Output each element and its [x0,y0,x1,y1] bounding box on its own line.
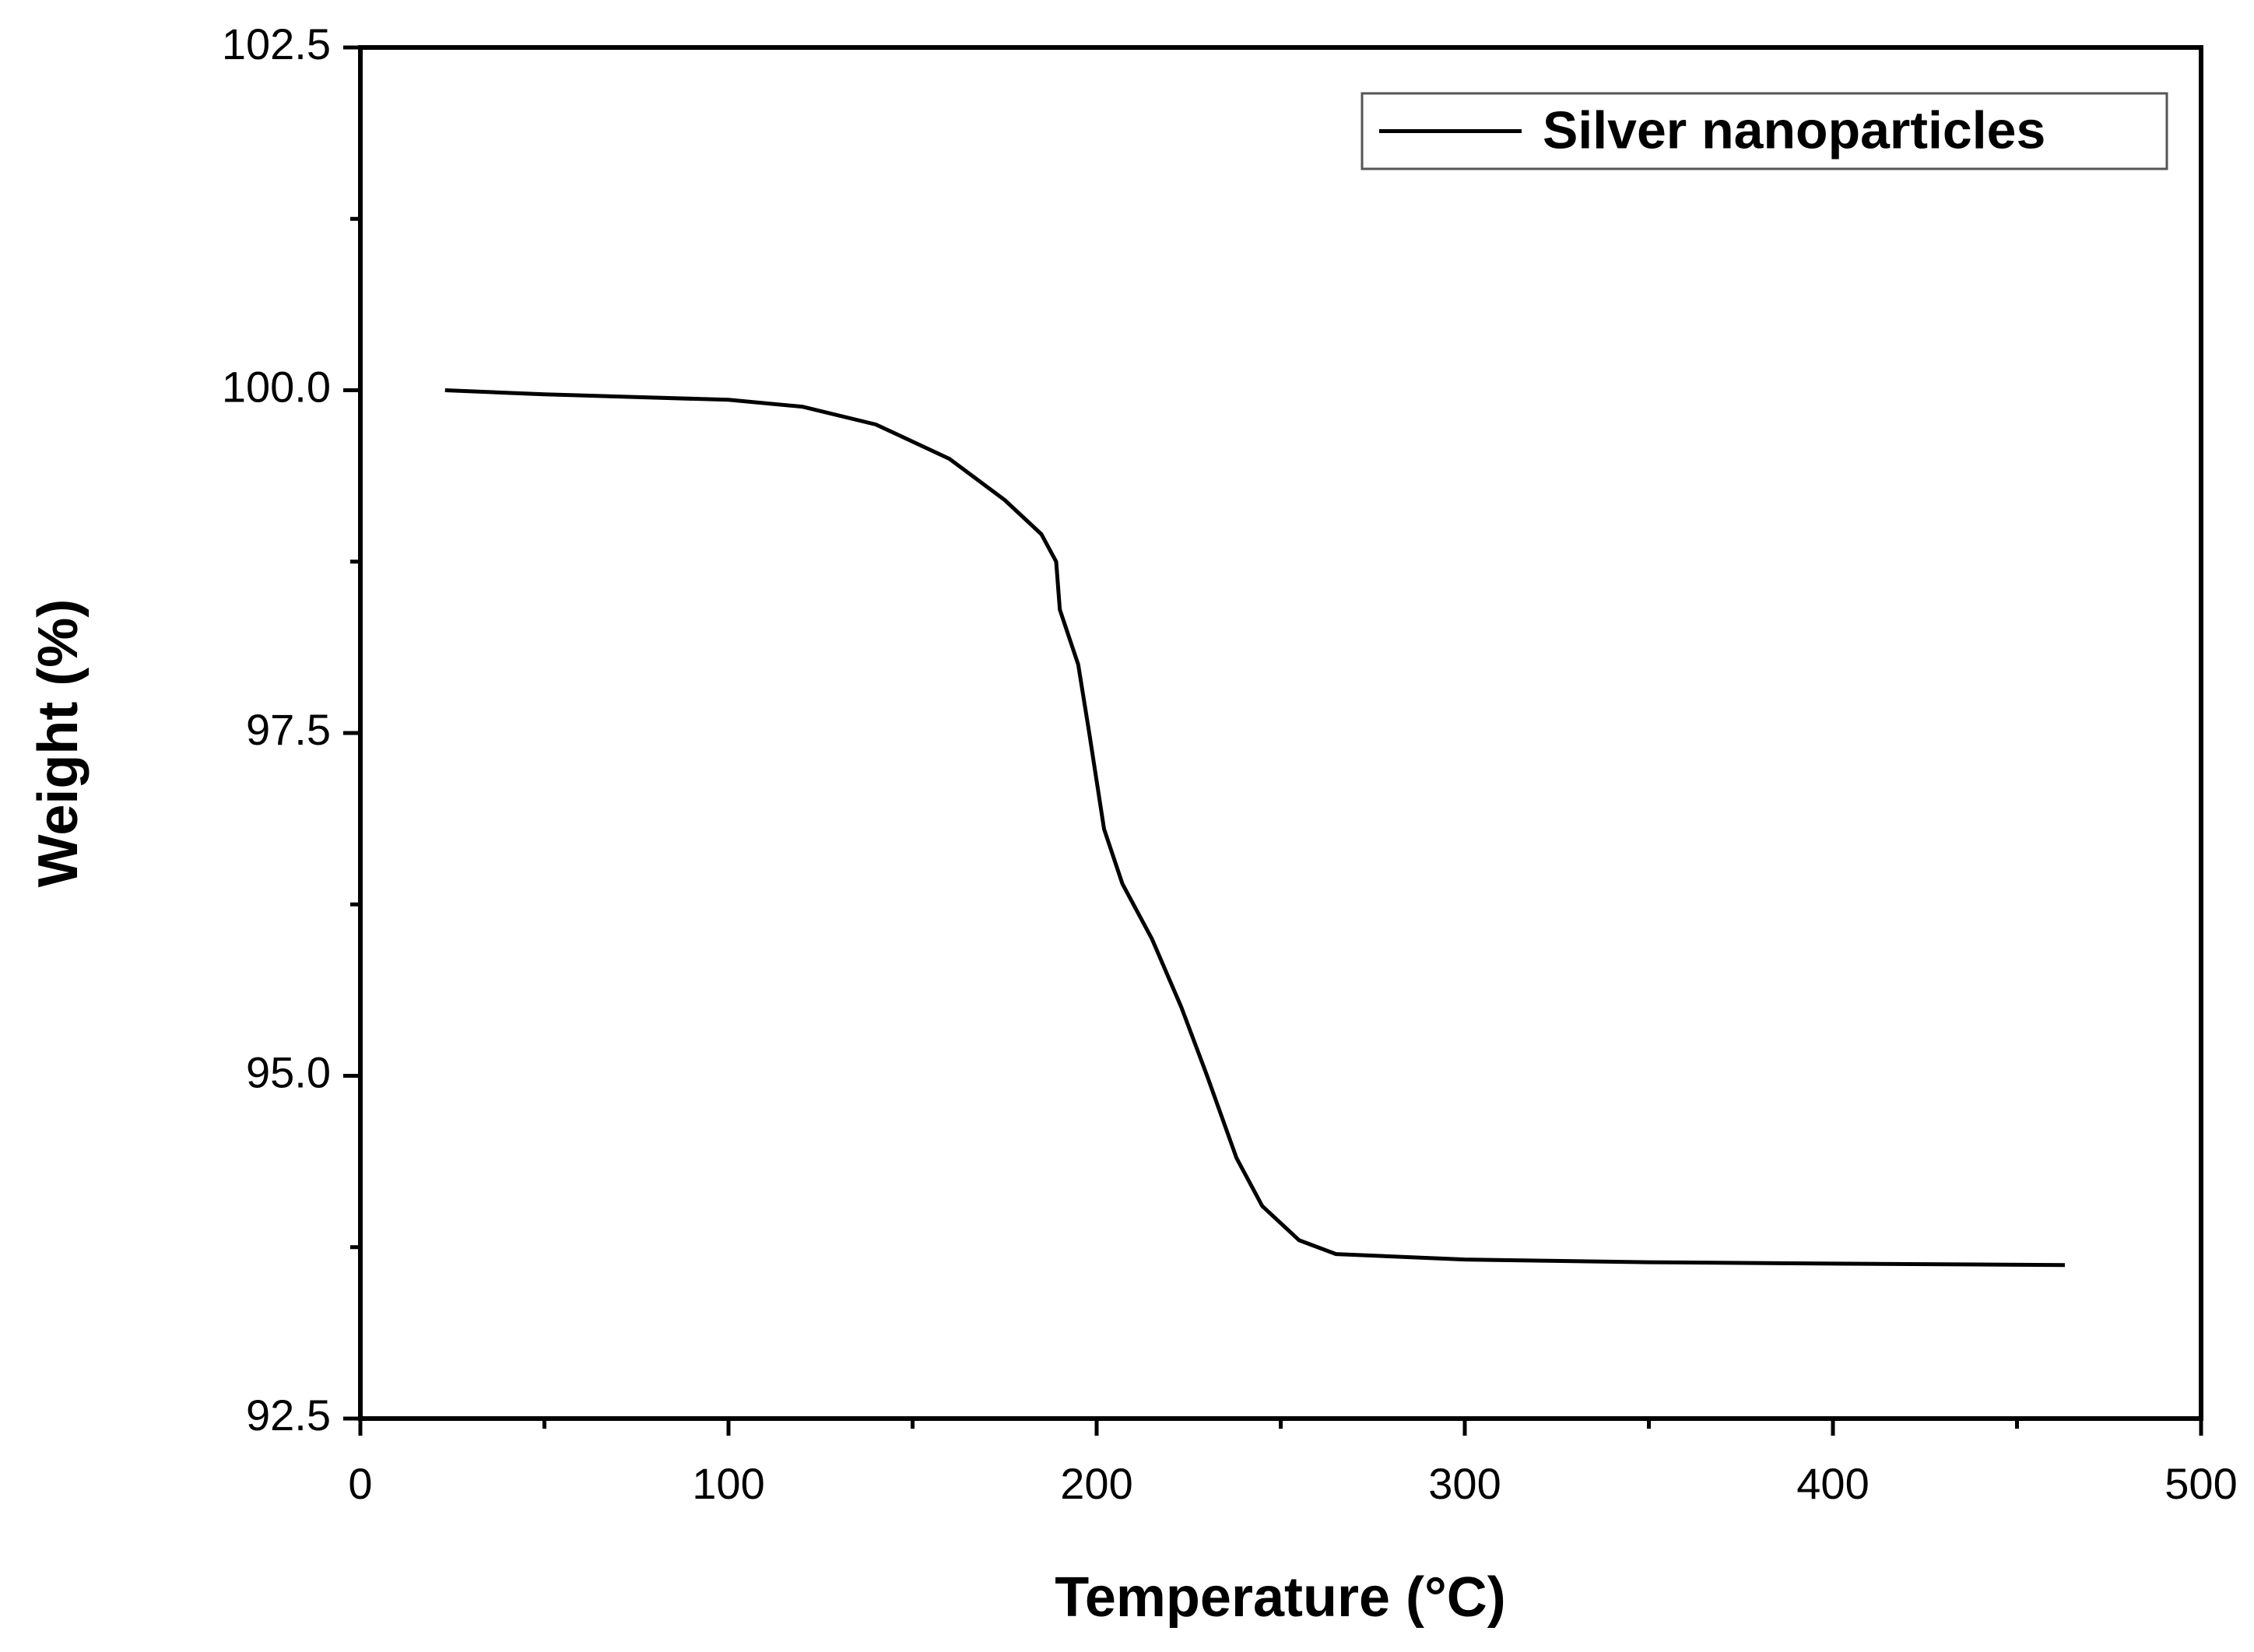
x-tick-label: 200 [1060,1459,1132,1508]
y-tick-label: 100.0 [222,362,331,411]
x-tick-label: 100 [692,1459,764,1508]
x-tick-label: 300 [1428,1459,1501,1508]
y-tick-label: 95.0 [246,1047,331,1096]
x-tick-label: 0 [348,1459,372,1508]
data-line [444,388,2066,1268]
x-tick-label: 400 [1796,1459,1869,1508]
y-tick-label: 92.5 [246,1391,331,1440]
legend-label: Silver nanoparticles [1543,100,2045,160]
plot-frame [358,45,2203,1421]
y-tick-label: 97.5 [246,705,331,754]
x-tick-label: 500 [2164,1459,2237,1508]
x-axis-label: Temperature (°C) [1055,1566,1506,1629]
y-axis-label: Weight (%) [27,599,90,888]
y-tick-label: 102.5 [222,19,331,68]
